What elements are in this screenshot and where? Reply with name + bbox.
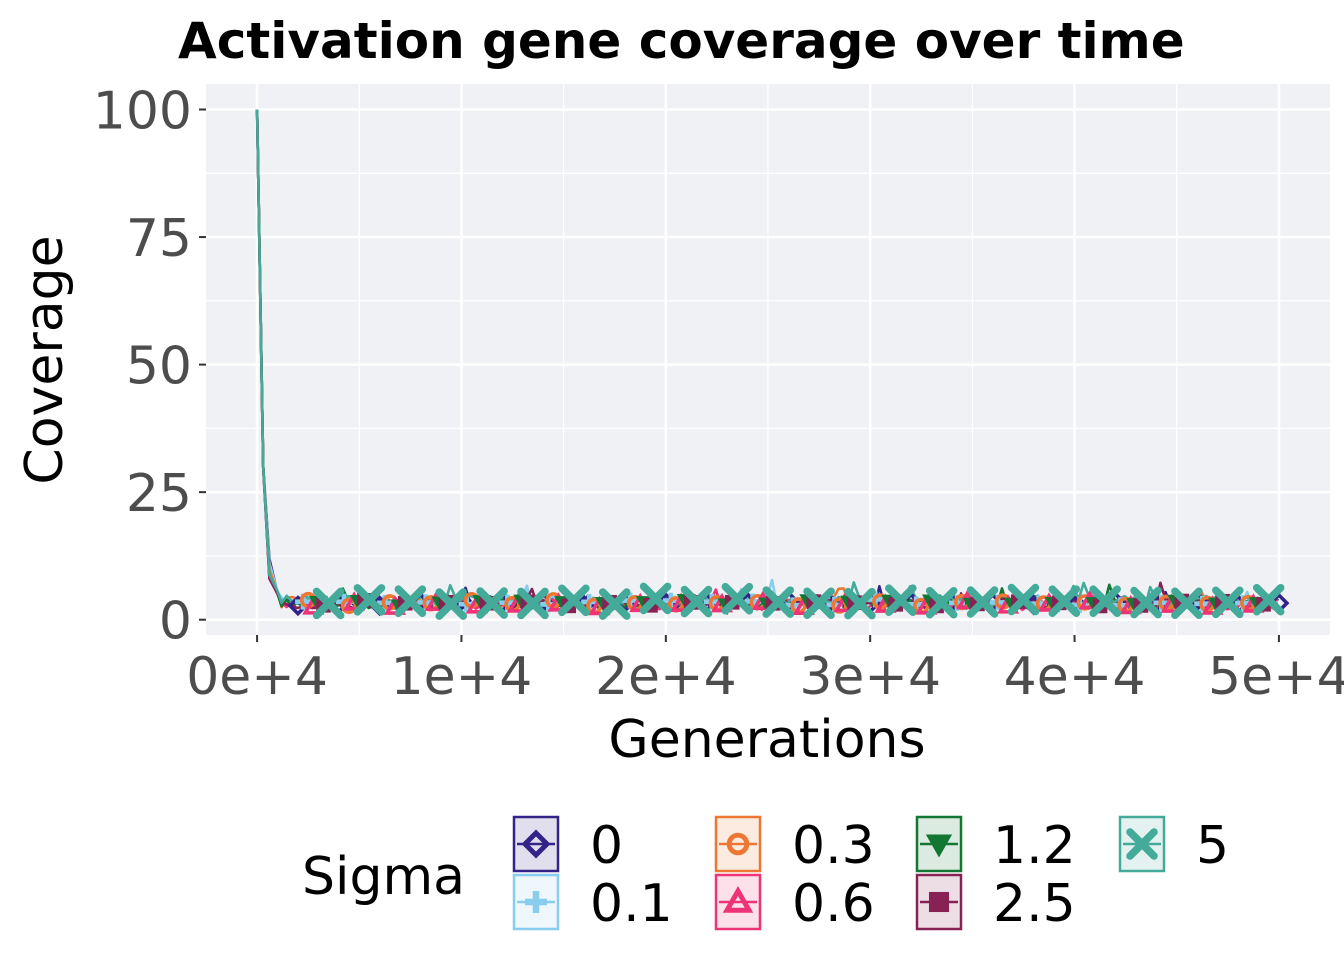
legend-label: 2.5 — [993, 874, 1076, 934]
cross-mark — [558, 584, 590, 617]
plus-mark — [525, 891, 547, 913]
series-markers — [287, 582, 1290, 620]
data-point-5 — [1048, 585, 1081, 617]
data-point-5 — [1089, 585, 1121, 617]
y-tick-label: 50 — [126, 337, 192, 397]
legend-key-marker — [726, 832, 750, 856]
grid — [206, 84, 1330, 635]
x-tick-label: 0e+4 — [186, 647, 328, 707]
y-tick-label: 100 — [93, 82, 192, 142]
data-point-5 — [476, 587, 508, 619]
legend-item-0.1: 0.1 — [512, 873, 673, 934]
x-axis-title: Generations — [608, 710, 925, 770]
triangle-down-mark — [925, 834, 953, 858]
data-point-5 — [966, 586, 999, 618]
legend-key-marker — [925, 834, 953, 858]
cross-mark — [476, 587, 508, 619]
cross-mark — [762, 586, 794, 618]
x-tick-label: 4e+4 — [1004, 647, 1146, 707]
data-point-5 — [925, 586, 958, 619]
axes: 0 25 50 75 100 0e+4 1e+4 2e+4 3e+4 4e+4 5e+4 — [93, 82, 1344, 707]
x-tick-label: 3e+4 — [799, 647, 941, 707]
data-point-5 — [639, 582, 672, 615]
legend-title: Sigma — [302, 847, 465, 907]
x-tick-label: 1e+4 — [391, 647, 533, 707]
cross-mark — [1126, 828, 1158, 860]
data-point-5 — [721, 582, 754, 615]
y-tick-label: 25 — [126, 464, 192, 524]
data-point-5 — [680, 585, 713, 618]
y-axis-title: Coverage — [15, 235, 75, 484]
triangle-mark — [722, 886, 754, 913]
y-tick-label: 75 — [126, 209, 192, 269]
circle-mark — [340, 597, 358, 615]
cross-mark — [721, 582, 754, 615]
cross-mark — [639, 582, 672, 615]
cross-mark — [1252, 583, 1285, 616]
cross-mark — [680, 585, 713, 618]
data-point-5 — [517, 587, 549, 620]
data-point-5 — [1007, 583, 1040, 616]
legend-key-marker — [722, 886, 754, 913]
legend-item-5: 5 — [1118, 815, 1229, 876]
cross-mark — [312, 587, 345, 620]
data-point-5 — [353, 584, 386, 616]
y-tick-label: 0 — [159, 592, 192, 652]
legend-key-marker — [1126, 828, 1158, 860]
data-point-5 — [558, 584, 590, 617]
data-point-5 — [598, 588, 631, 620]
legend-item-2.5: 2.5 — [915, 873, 1076, 934]
legend: 00.1 0.30.6 1.22.5 5 — [512, 815, 1229, 934]
legend-key-marker — [928, 891, 950, 913]
data-point-5 — [312, 587, 345, 620]
diamond-mark — [521, 829, 551, 859]
cross-mark — [1048, 585, 1081, 617]
data-point-5 — [394, 585, 427, 617]
legend-label: 0.1 — [590, 874, 673, 934]
square-mark — [928, 891, 950, 913]
cross-mark — [517, 587, 549, 620]
cross-mark — [803, 587, 835, 620]
cross-mark — [598, 588, 631, 620]
legend-label: 1.2 — [993, 816, 1076, 876]
data-point-0.3 — [340, 597, 358, 615]
cross-mark — [1007, 583, 1040, 616]
data-point-5 — [1252, 583, 1285, 616]
legend-item-0: 0 — [512, 815, 623, 876]
x-tick-label: 2e+4 — [595, 647, 737, 707]
legend-item-0.6: 0.6 — [714, 873, 875, 934]
data-point-5 — [885, 584, 917, 616]
data-point-5 — [844, 587, 876, 620]
legend-item-0.3: 0.3 — [714, 815, 875, 876]
cross-mark — [1089, 585, 1121, 617]
legend-label: 0 — [590, 816, 623, 876]
legend-key-marker — [525, 891, 547, 913]
data-point-5 — [1171, 587, 1203, 620]
data-point-5 — [1212, 586, 1244, 619]
legend-key-marker — [521, 829, 551, 859]
x-tick-label: 5e+4 — [1208, 647, 1344, 707]
cross-mark — [1212, 586, 1244, 619]
chart-title: Activation gene coverage over time — [178, 12, 1185, 70]
cross-mark — [1130, 586, 1162, 619]
legend-label: 0.3 — [792, 816, 875, 876]
data-point-5 — [435, 588, 468, 620]
cross-mark — [435, 588, 468, 620]
cross-mark — [925, 586, 958, 619]
legend-label: 0.6 — [792, 874, 875, 934]
cross-mark — [844, 587, 876, 620]
data-point-5 — [803, 587, 835, 620]
data-point-5 — [762, 586, 794, 618]
legend-label: 5 — [1196, 816, 1229, 876]
cross-mark — [353, 584, 386, 616]
cross-mark — [885, 584, 917, 616]
cross-mark — [1171, 587, 1203, 620]
data-point-5 — [1130, 586, 1162, 619]
cross-mark — [966, 586, 999, 618]
legend-item-1.2: 1.2 — [915, 815, 1076, 876]
circle-mark — [726, 832, 750, 856]
cross-mark — [394, 585, 427, 617]
